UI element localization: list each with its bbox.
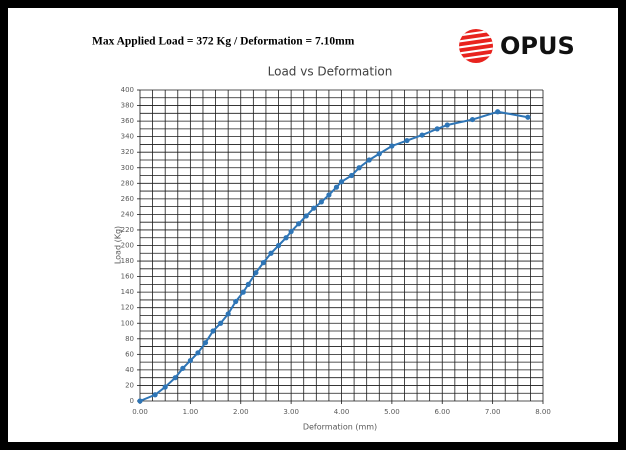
y-tick-label: 400 [121,86,134,94]
data-point [268,250,274,256]
x-tick-label: 0.00 [132,408,148,416]
x-tick-label: 2.00 [233,408,249,416]
y-tick-label: 260 [121,195,134,203]
header-text: Max Applied Load = 372 Kg / Deformation … [92,36,355,48]
y-tick-label: 340 [121,133,134,141]
y-tick-label: 200 [121,242,134,250]
logo-text: OPUS [500,32,575,60]
data-point [253,270,259,276]
y-tick-label: 360 [121,117,134,125]
data-point [469,116,476,123]
data-point [326,192,332,198]
y-tick-label: 20 [125,381,134,389]
x-tick-label: 6.00 [434,408,450,416]
data-point [376,151,382,157]
x-tick-label: 8.00 [535,408,551,416]
data-point [275,242,282,249]
x-tick-label: 7.00 [485,408,501,416]
y-tick-label: 300 [121,164,134,172]
y-tick-label: 320 [121,148,134,156]
y-tick-label: 140 [121,288,134,296]
y-tick-label: 180 [121,257,134,265]
data-point [283,235,289,241]
data-point [419,132,425,138]
data-point [525,114,531,120]
data-point [233,298,239,305]
y-tick-label: 220 [121,226,134,234]
data-point [210,328,216,334]
data-point [180,365,186,371]
y-tick-label: 240 [121,210,134,218]
data-point [152,392,158,398]
data-point [333,184,340,190]
data-point [288,228,294,235]
data-point [172,375,178,381]
data-point [202,340,209,346]
data-point [356,165,362,171]
data-point [218,320,224,326]
data-point [195,350,201,356]
data-point [318,199,324,205]
data-point [240,289,246,295]
data-point [495,109,501,115]
y-tick-label: 0 [130,397,134,405]
data-point [311,205,317,211]
data-point [434,126,440,132]
data-point [444,122,450,128]
data-point [245,281,251,287]
data-point [225,311,231,317]
x-tick-label: 4.00 [334,408,350,416]
data-point [137,398,143,404]
y-tick-label: 120 [121,304,134,312]
x-axis-label: Deformation (mm) [303,423,377,432]
chart-title: Load vs Deformation [268,65,393,79]
y-tick-label: 100 [121,319,134,327]
x-tick-label: 1.00 [183,408,199,416]
data-point [162,384,168,390]
y-tick-label: 40 [125,366,134,374]
data-point [260,260,267,266]
data-point [404,137,410,144]
y-tick-label: 60 [125,350,134,358]
y-tick-label: 160 [121,273,134,281]
data-point [296,221,302,227]
data-point [389,143,395,149]
x-tick-label: 3.00 [283,408,299,416]
y-tick-label: 280 [121,179,134,187]
data-point [366,157,372,163]
data-point [348,172,355,179]
y-tick-label: 80 [125,335,134,343]
data-point [187,357,193,364]
y-tick-label: 380 [121,102,134,110]
data-point [303,213,309,219]
data-point [338,179,345,185]
x-tick-label: 5.00 [384,408,400,416]
y-axis-label: Load (Kg) [114,226,123,264]
